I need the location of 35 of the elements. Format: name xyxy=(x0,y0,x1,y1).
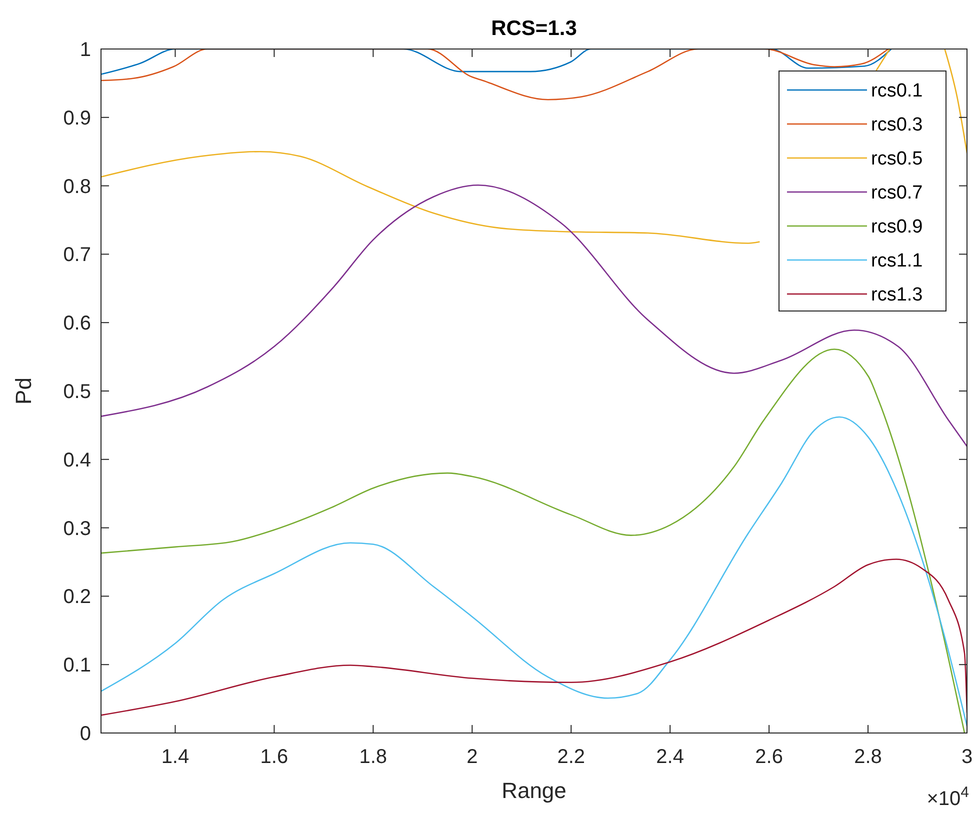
x-tick-label: 1.4 xyxy=(161,746,190,768)
x-tick-label: 1.6 xyxy=(260,746,288,768)
y-tick-label: 0.6 xyxy=(63,312,91,335)
legend-label: rcs0.5 xyxy=(871,148,923,170)
y-tick-label: 0.7 xyxy=(63,244,91,266)
legend-label: rcs0.3 xyxy=(871,114,923,136)
y-tick-label: 0.8 xyxy=(63,176,91,198)
y-axis-title: Pd xyxy=(11,378,36,404)
legend-label: rcs1.1 xyxy=(871,250,923,272)
y-tick-label: 0.3 xyxy=(63,518,91,540)
x-tick-label: 2.6 xyxy=(755,746,783,768)
x-tick-label: 2.2 xyxy=(557,746,586,768)
y-tick-label: 0 xyxy=(80,723,91,745)
legend-label: rcs1.3 xyxy=(871,284,923,306)
line-series xyxy=(101,558,967,716)
chart-title: RCS=1.3 xyxy=(491,17,577,40)
legend-label: rcs0.7 xyxy=(871,182,923,204)
x-tick-label: 2.4 xyxy=(656,746,684,768)
y-tick-label: 0.4 xyxy=(63,449,91,472)
text: ×10$^{4}$ xyxy=(926,784,969,810)
y-tick-label: 0.5 xyxy=(63,381,91,403)
line-series xyxy=(101,416,967,727)
y-tick-label: 0.2 xyxy=(63,586,91,608)
y-tick-label: 0.9 xyxy=(63,107,91,130)
legend-label: rcs0.1 xyxy=(871,80,923,102)
x-tick-label: 2.8 xyxy=(854,746,882,768)
x-tick-label: 3 xyxy=(961,746,973,768)
legend-label: rcs0.9 xyxy=(871,216,923,238)
line-series xyxy=(101,184,967,448)
line-series xyxy=(101,348,966,733)
y-tick-label: 0.1 xyxy=(63,654,91,677)
x-tick-label: 2 xyxy=(466,746,478,768)
x-tick-label: 1.8 xyxy=(359,746,388,768)
y-tick-label: 1 xyxy=(80,39,91,61)
x-axis-title: Range xyxy=(502,778,566,803)
